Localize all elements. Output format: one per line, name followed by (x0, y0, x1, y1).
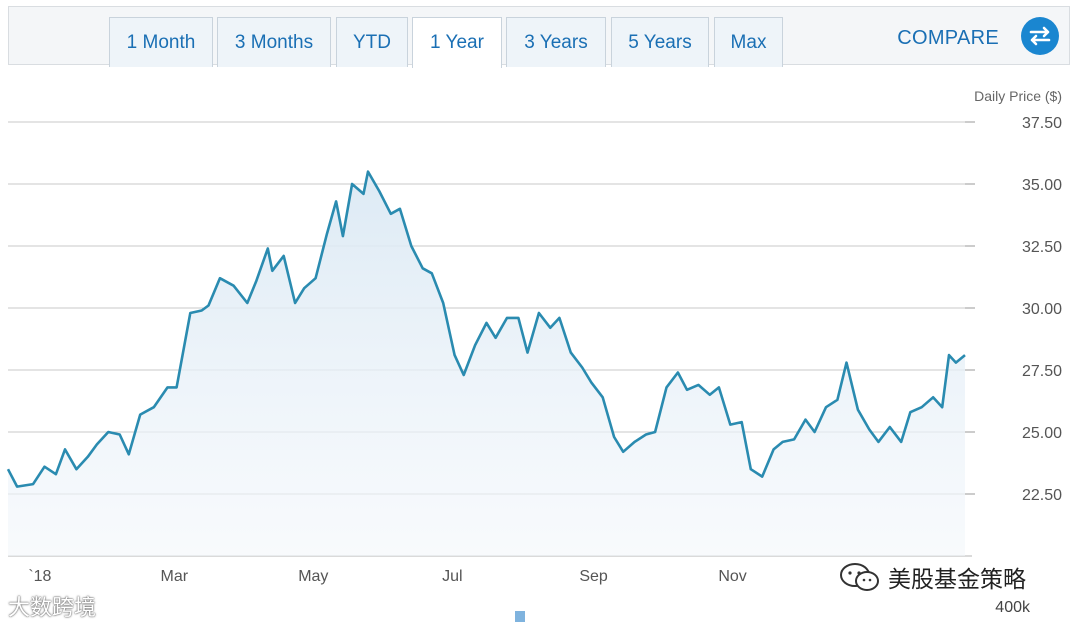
y-axis-title: Daily Price ($) (974, 88, 1062, 104)
x-tick-label: May (298, 568, 328, 585)
y-tick-label: 35.00 (1022, 177, 1062, 194)
tab-1-month[interactable]: 1 Month (109, 17, 213, 67)
tab-max[interactable]: Max (714, 17, 783, 67)
x-tick-label: Nov (718, 568, 746, 585)
y-tick-label: 32.50 (1022, 239, 1062, 256)
x-tick-label: Sep (579, 568, 608, 585)
y-tick-label: 27.50 (1022, 363, 1062, 380)
price-area-fill (8, 171, 965, 556)
wechat-watermark-text: 美股基金策略 (888, 567, 1026, 593)
y-tick-label: 22.50 (1022, 487, 1062, 504)
x-tick-label: Mar (161, 568, 189, 585)
tab-3-months[interactable]: 3 Months (217, 17, 331, 67)
volume-axis-label: 400k (995, 599, 1031, 616)
tab-5-years[interactable]: 5 Years (611, 17, 709, 67)
x-tick-label: `18 (28, 568, 51, 585)
y-tick-label: 37.50 (1022, 115, 1062, 132)
wechat-icon (840, 563, 879, 591)
compare-link[interactable]: COMPARE (897, 27, 999, 49)
dashuju-watermark-text: 大数跨境 (8, 596, 97, 621)
range-tab-bar: 1 Month 3 Months YTD 1 Year 3 Years 5 Ye… (8, 6, 1070, 68)
x-tick-label: Jul (442, 568, 462, 585)
tab-ytd[interactable]: YTD (336, 17, 408, 67)
dashuju-watermark: 大数跨境 (8, 590, 96, 622)
wechat-watermark: 美股基金策略 (838, 560, 1026, 594)
y-tick-label: 25.00 (1022, 425, 1062, 442)
volume-bar (515, 611, 525, 622)
compare-button[interactable] (1021, 17, 1059, 55)
y-tick-label: 30.00 (1022, 301, 1062, 318)
tab-3-years[interactable]: 3 Years (506, 17, 606, 67)
swap-arrows-icon (1029, 26, 1051, 46)
tab-1-year[interactable]: 1 Year (412, 17, 502, 68)
price-series-line (6, 170, 966, 488)
